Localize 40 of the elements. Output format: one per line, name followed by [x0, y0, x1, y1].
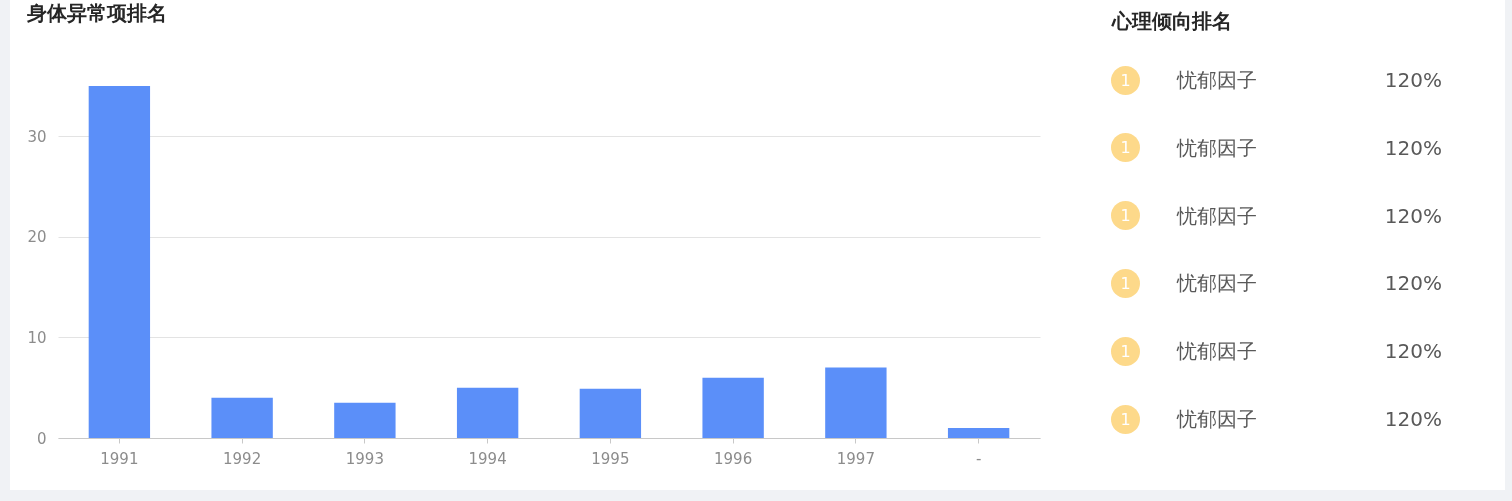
text: 心理倾向排名 [1112, 9, 1232, 33]
x-tick-label: 1995 [591, 449, 630, 468]
bar [825, 367, 887, 438]
bar [947, 427, 1010, 438]
text: 忧郁因子 [1177, 203, 1257, 228]
rank-badge: 1 [1111, 336, 1140, 366]
bar [88, 86, 151, 438]
text: 120% [1384, 203, 1442, 228]
bar [456, 387, 519, 438]
rank-badge: 1 [1111, 65, 1140, 95]
text: 忧郁因子 [1177, 407, 1257, 431]
text: 120% [1384, 135, 1442, 160]
text: 忧郁因子 [1177, 339, 1257, 364]
y-tick-label: 0 [36, 429, 47, 448]
text: 120% [1384, 339, 1442, 364]
rank-badge: 1 [1111, 133, 1140, 163]
y-tick-label: 30 [27, 127, 47, 146]
x-tick-label: 1997 [836, 449, 875, 468]
rank-badge: 1 [1111, 201, 1140, 231]
x-tick-label: 1992 [223, 449, 262, 468]
text: 120% [1384, 68, 1442, 92]
bar [211, 397, 273, 438]
text: 忧郁因子 [1177, 271, 1257, 296]
text: 120% [1384, 271, 1442, 296]
y-tick-label: 10 [27, 328, 47, 347]
rank-badge: 1 [1111, 268, 1140, 298]
bar [334, 402, 396, 438]
x-tick-label: 1993 [345, 449, 384, 468]
text: 忧郁因子 [1177, 68, 1257, 92]
rank-badge: 1 [1111, 404, 1140, 434]
bar [579, 388, 642, 438]
x-tick-label: - [975, 449, 982, 468]
chart-title: 身体异常项排名 [26, 1, 167, 25]
bar [702, 377, 764, 438]
x-tick-label: 1994 [468, 449, 507, 468]
text: 120% [1384, 407, 1442, 431]
text: 忧郁因子 [1177, 135, 1257, 160]
x-tick-label: 1991 [100, 449, 139, 468]
y-tick-label: 20 [27, 228, 47, 247]
x-tick-label: 1996 [714, 449, 753, 468]
